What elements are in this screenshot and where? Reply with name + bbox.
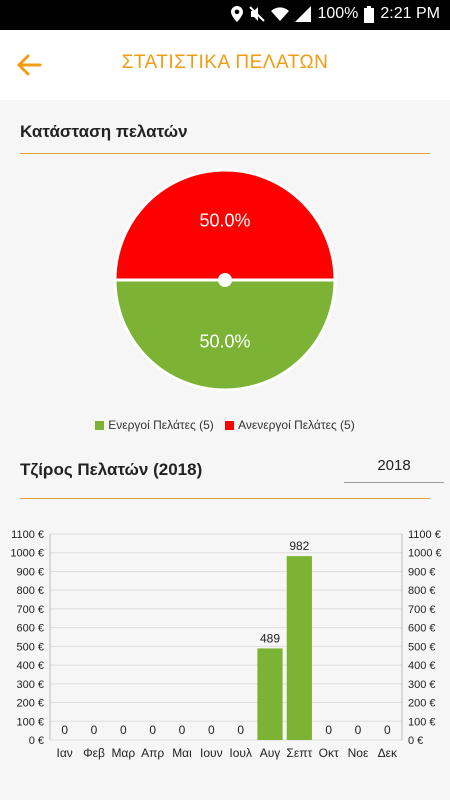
y-tick-label-right: 800 € — [408, 585, 436, 597]
y-tick-label-left: 500 € — [16, 641, 44, 653]
y-tick-label-right: 400 € — [408, 660, 436, 672]
x-tick-label: Νοε — [348, 746, 369, 760]
y-tick-label-right: 600 € — [408, 623, 436, 635]
customer-status-title: Κατάσταση πελατών — [20, 122, 188, 141]
status-bar: 100% 2:21 PM — [0, 0, 450, 30]
legend-swatch-active — [95, 421, 105, 431]
bar-value-label: 489 — [260, 631, 280, 645]
x-tick-label: Αυγ — [260, 746, 281, 760]
x-tick-label: Ιαν — [57, 746, 73, 760]
y-tick-label-left: 0 € — [29, 735, 44, 747]
legend-item-inactive: Ανενεργοί Πελάτες (5) — [225, 418, 355, 432]
y-tick-label-right: 300 € — [408, 679, 436, 691]
y-tick-label-right: 500 € — [408, 641, 436, 653]
y-tick-label-right: 200 € — [408, 698, 436, 710]
divider — [20, 153, 430, 154]
clock: 2:21 PM — [380, 5, 440, 22]
legend-item-active: Ενεργοί Πελάτες (5) — [95, 418, 214, 432]
x-tick-label: Μαι — [172, 746, 192, 760]
x-tick-label: Σεπτ — [286, 746, 312, 760]
year-input[interactable]: 2018 — [344, 454, 444, 483]
y-tick-label-right: 0 € — [408, 735, 423, 747]
bar — [257, 648, 283, 740]
customer-status-pie-chart: 50.0% 50.0% — [113, 168, 337, 392]
legend-label-inactive: Ανενεργοί Πελάτες (5) — [238, 418, 355, 432]
bar-value-label: 0 — [237, 723, 244, 737]
y-tick-label-left: 300 € — [16, 679, 44, 691]
y-tick-label-left: 700 € — [16, 604, 44, 616]
legend-label-active: Ενεργοί Πελάτες (5) — [108, 418, 214, 432]
y-tick-label-left: 900 € — [16, 566, 44, 578]
y-tick-label-right: 1100 € — [408, 529, 441, 541]
x-tick-label: Ιουλ — [229, 746, 252, 760]
y-tick-label-left: 800 € — [16, 585, 44, 597]
y-tick-label-left: 100 € — [16, 716, 44, 728]
page-title: ΣΤΑΤΙΣΤΙΚΑ ΠΕΛΑΤΩΝ — [121, 52, 329, 73]
bar-value-label: 0 — [355, 723, 362, 737]
x-tick-label: Απρ — [141, 746, 164, 760]
wifi-icon — [271, 7, 290, 21]
revenue-title: Τζίρος Πελατών (2018) — [20, 460, 203, 479]
pie-slice-label: 50.0% — [199, 332, 250, 352]
x-tick-label: Μαρ — [111, 746, 135, 760]
pie-slice — [113, 278, 337, 392]
bar-value-label: 0 — [149, 723, 156, 737]
battery-percent: 100% — [317, 5, 359, 22]
y-tick-label-right: 100 € — [408, 716, 436, 728]
y-tick-label-right: 900 € — [408, 566, 436, 578]
pie-center-hole — [218, 273, 232, 287]
y-tick-label-right: 700 € — [408, 604, 436, 616]
mute-icon — [249, 6, 266, 22]
signal-icon — [295, 6, 312, 22]
x-tick-label: Ιουν — [200, 746, 223, 760]
y-tick-label-left: 1000 € — [10, 548, 44, 560]
app-bar: ΣΤΑΤΙΣΤΙΚΑ ΠΕΛΑΤΩΝ — [0, 30, 450, 100]
bar-value-label: 0 — [384, 723, 391, 737]
y-tick-label-left: 400 € — [16, 660, 44, 672]
battery-icon — [364, 5, 375, 23]
bar-value-label: 0 — [120, 723, 127, 737]
legend-swatch-inactive — [225, 421, 235, 431]
bar — [286, 556, 312, 740]
y-tick-label-left: 200 € — [16, 698, 44, 710]
location-icon — [231, 6, 244, 22]
back-arrow-icon[interactable] — [14, 50, 44, 80]
bar-value-label: 0 — [61, 723, 68, 737]
status-icons: 100% 2:21 PM — [231, 5, 440, 23]
bar-value-label: 0 — [91, 723, 98, 737]
bar-value-label: 0 — [179, 723, 186, 737]
pie-slice-label: 50.0% — [199, 211, 250, 231]
divider — [20, 498, 430, 499]
pie-legend: Ενεργοί Πελάτες (5) Ανενεργοί Πελάτες (5… — [0, 418, 450, 432]
y-tick-label-left: 600 € — [16, 623, 44, 635]
y-tick-label-right: 1000 € — [408, 548, 442, 560]
pie-slice — [113, 168, 337, 282]
x-tick-label: Φεβ — [83, 746, 105, 760]
x-tick-label: Οκτ — [319, 746, 339, 760]
y-tick-label-left: 1100 € — [11, 529, 44, 541]
bar-value-label: 0 — [325, 723, 332, 737]
revenue-bar-chart: 0 € 0 € 100 € 100 € 200 € 200 € 300 € 300 € 400 … — [10, 529, 442, 760]
bar-value-label: 0 — [208, 723, 215, 737]
x-tick-label: Δεκ — [378, 746, 398, 760]
bar-value-label: 982 — [289, 539, 309, 553]
